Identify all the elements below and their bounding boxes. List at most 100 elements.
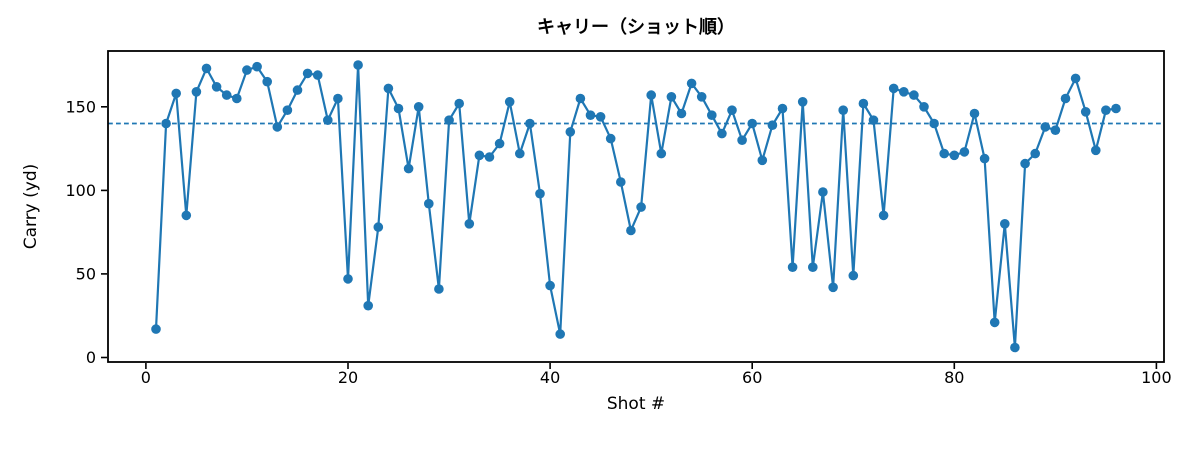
data-point — [858, 98, 869, 109]
data-point — [171, 88, 181, 99]
data-point — [312, 70, 323, 80]
data-point — [1050, 125, 1061, 135]
data-point — [545, 280, 555, 291]
y-axis-tick-labels: 0 50 100 150 — [65, 97, 96, 367]
chart-title: キャリー（ショット順） — [537, 17, 735, 38]
data-point — [989, 317, 1000, 328]
data-point — [343, 274, 353, 284]
data-point — [555, 329, 565, 339]
data-point — [484, 152, 495, 162]
data-point — [757, 155, 768, 166]
data-point — [1020, 158, 1030, 169]
data-point — [242, 65, 252, 75]
data-point — [636, 202, 646, 212]
data-point — [413, 102, 424, 112]
data-point — [939, 148, 949, 159]
data-point — [292, 85, 303, 95]
x-tick-label: 20 — [338, 368, 358, 387]
y-tick-label: 0 — [86, 348, 96, 367]
data-point — [535, 188, 545, 199]
data-point — [676, 108, 687, 119]
data-point — [919, 102, 929, 112]
data-point — [353, 60, 363, 70]
data-point — [211, 82, 222, 92]
data-point — [1000, 219, 1010, 229]
data-point — [777, 103, 788, 114]
data-point — [707, 110, 717, 120]
data-point — [333, 93, 343, 104]
data-point — [616, 177, 626, 187]
data-point — [1111, 103, 1121, 114]
plot-spines — [107, 50, 1165, 363]
x-tick-label: 100 — [1141, 368, 1172, 387]
data-point — [868, 115, 879, 125]
data-point — [373, 222, 384, 232]
y-axis-label: Carry (yd) — [21, 164, 41, 250]
data-point — [1101, 105, 1111, 115]
data-points — [151, 60, 1121, 353]
data-point — [201, 63, 212, 74]
y-tick-label: 50 — [76, 264, 96, 283]
data-point — [828, 282, 838, 293]
data-point — [191, 87, 202, 97]
data-point — [595, 112, 606, 122]
x-tick-label: 40 — [540, 368, 560, 387]
data-point — [181, 210, 192, 221]
data-point — [282, 105, 293, 115]
data-point — [1091, 145, 1101, 156]
data-point — [383, 83, 394, 94]
data-point — [747, 118, 757, 129]
data-point — [1040, 122, 1051, 132]
data-point — [525, 118, 535, 129]
data-point — [302, 68, 313, 79]
data-point — [646, 90, 656, 100]
data-point — [959, 147, 970, 157]
data-point — [899, 87, 909, 97]
data-point — [161, 118, 171, 129]
x-tick-label: 0 — [141, 368, 151, 387]
data-point — [585, 110, 596, 120]
data-point — [262, 76, 273, 87]
data-point — [1030, 148, 1040, 159]
data-point — [221, 90, 232, 100]
data-point — [515, 148, 525, 159]
data-point — [605, 133, 616, 144]
data-point — [434, 284, 444, 294]
data-point — [323, 115, 333, 125]
data-point — [626, 225, 636, 236]
data-point — [818, 187, 828, 197]
data-line — [154, 63, 1118, 349]
data-point — [909, 90, 919, 100]
data-point — [393, 103, 404, 114]
data-point — [767, 120, 778, 130]
data-point — [696, 92, 707, 102]
data-point — [1060, 93, 1071, 104]
data-point — [888, 83, 899, 94]
data-point — [151, 324, 161, 334]
data-point — [444, 115, 454, 125]
data-point — [252, 61, 262, 72]
x-tick-label: 60 — [742, 368, 762, 387]
data-point — [838, 105, 848, 115]
data-point — [656, 148, 667, 159]
data-point — [464, 219, 475, 229]
data-point — [403, 163, 414, 174]
data-point — [797, 97, 808, 107]
data-point — [929, 118, 939, 129]
data-point — [666, 92, 677, 102]
data-point — [979, 153, 990, 164]
y-tick-label: 150 — [65, 97, 96, 116]
y-axis-ticks — [101, 106, 107, 359]
x-axis-ticks — [145, 363, 1158, 369]
data-point — [1070, 73, 1081, 84]
data-point — [717, 128, 727, 139]
data-point — [232, 93, 242, 104]
y-tick-label: 100 — [65, 181, 96, 200]
data-point — [454, 98, 465, 109]
data-point — [575, 93, 586, 104]
data-point — [565, 127, 576, 137]
data-point — [474, 150, 485, 161]
x-axis-label: Shot # — [607, 394, 665, 414]
data-point — [848, 270, 859, 281]
